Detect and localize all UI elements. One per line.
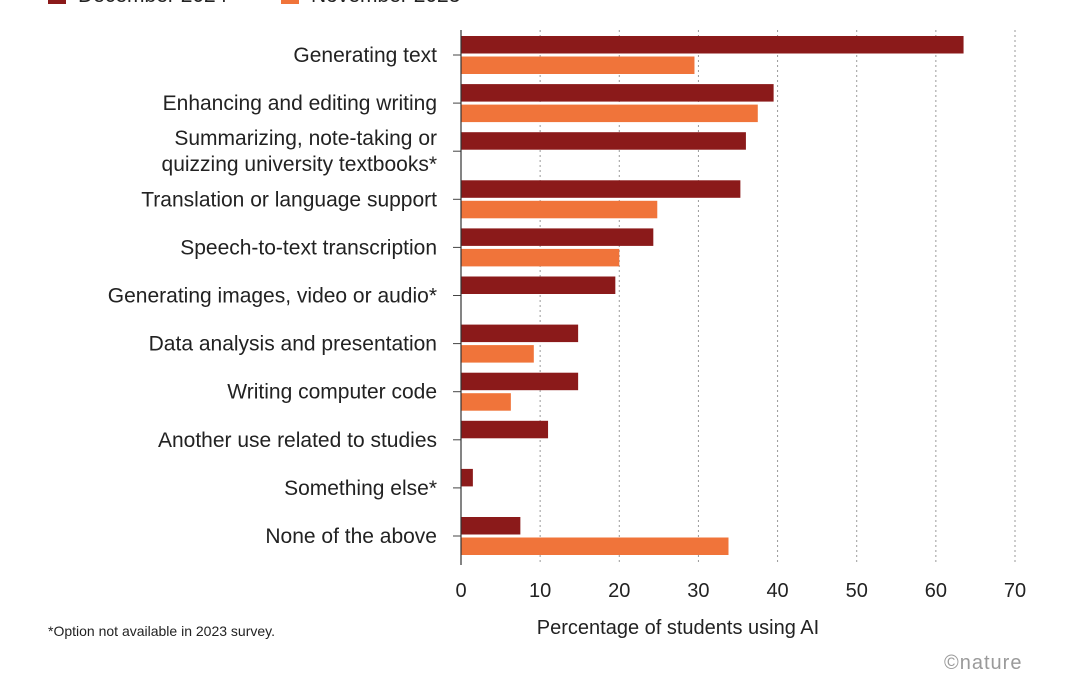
x-tick-label: 0 <box>455 580 466 602</box>
bars <box>461 36 964 555</box>
bar-november-2023 <box>461 393 511 411</box>
footnote: *Option not available in 2023 survey. <box>48 623 275 639</box>
nature-credit: ©nature <box>944 652 1023 674</box>
category-label: Generating images, video or audio* <box>108 285 437 308</box>
bar-december-2024 <box>461 324 579 343</box>
grid <box>539 30 1016 565</box>
category-label: Another use related to studies <box>158 429 437 452</box>
x-tick-label: 10 <box>529 580 551 602</box>
x-axis-ticks: 0 10 20 30 40 50 60 70 <box>455 580 1026 602</box>
bar-december-2024 <box>461 180 741 198</box>
category-label: quizzing university textbooks* <box>162 153 437 176</box>
bar-december-2024 <box>461 420 549 439</box>
bar-december-2024 <box>461 372 579 391</box>
bar-november-2023 <box>461 56 695 74</box>
bar-december-2024 <box>461 228 654 246</box>
legend-swatch-november-2023 <box>281 0 299 4</box>
x-tick-label: 30 <box>687 580 709 602</box>
category-label: Translation or language support <box>141 188 437 211</box>
legend: December 2024 November 2023 <box>48 0 460 7</box>
bar-november-2023 <box>461 537 729 555</box>
legend-label-december-2024: December 2024 <box>78 0 228 7</box>
category-label: Speech-to-text transcription <box>180 236 437 259</box>
bar-december-2024 <box>461 132 746 150</box>
bar-december-2024 <box>461 36 964 54</box>
x-tick-label: 20 <box>608 580 630 602</box>
bar-december-2024 <box>461 468 473 487</box>
category-label: Data analysis and presentation <box>149 333 437 356</box>
bar-december-2024 <box>461 517 521 535</box>
bar-december-2024 <box>461 276 616 294</box>
category-label: Generating text <box>293 44 437 67</box>
bar-december-2024 <box>461 84 774 102</box>
legend-swatch-december-2024 <box>48 0 66 4</box>
bar-november-2023 <box>461 248 620 267</box>
category-label: Enhancing and editing writing <box>163 92 437 115</box>
category-label: Writing computer code <box>227 381 437 404</box>
bar-november-2023 <box>461 104 758 123</box>
x-tick-label: 50 <box>846 580 868 602</box>
x-tick-label: 40 <box>766 580 788 602</box>
category-label: None of the above <box>265 525 437 548</box>
bar-november-2023 <box>461 345 534 363</box>
legend-label-november-2023: November 2023 <box>311 0 460 7</box>
x-tick-label: 60 <box>925 580 947 602</box>
category-label: Summarizing, note-taking or <box>174 127 437 150</box>
category-label: Something else* <box>284 477 437 500</box>
category-labels: Generating text Enhancing and editing wri… <box>108 44 461 548</box>
x-axis-title: Percentage of students using AI <box>537 617 819 639</box>
bar-november-2023 <box>461 200 658 219</box>
x-tick-label: 70 <box>1004 580 1026 602</box>
